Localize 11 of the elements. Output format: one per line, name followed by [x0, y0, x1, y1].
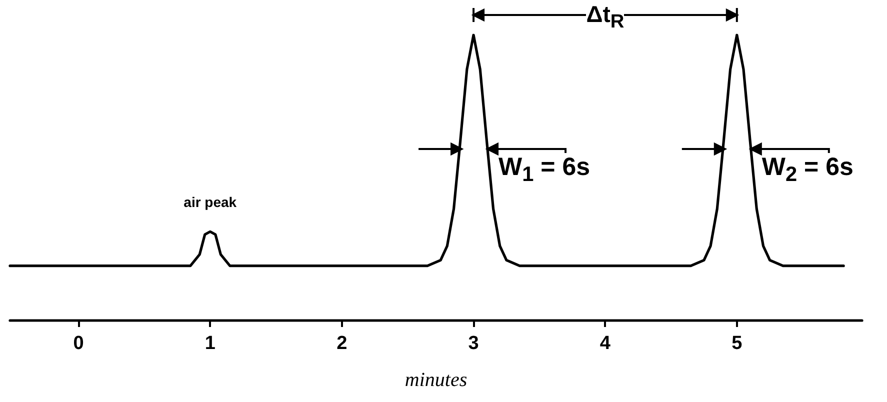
x-tick-label: 0 [73, 333, 84, 354]
x-tick-label: 4 [600, 333, 611, 354]
x-tick-label: 1 [204, 333, 216, 354]
annotation: W$_{1}$ = 6s [498, 153, 590, 187]
annotation: W$_{2}$ = 6s [762, 153, 854, 187]
x-tick-label: 2 [336, 333, 348, 354]
x-tick-label: 3 [468, 333, 479, 354]
x-tick-label: 5 [732, 333, 743, 354]
text: Δt$_{R}$ [586, 1, 624, 34]
x-axis-title: minutes [404, 369, 468, 391]
annotation: air peak [184, 194, 237, 210]
